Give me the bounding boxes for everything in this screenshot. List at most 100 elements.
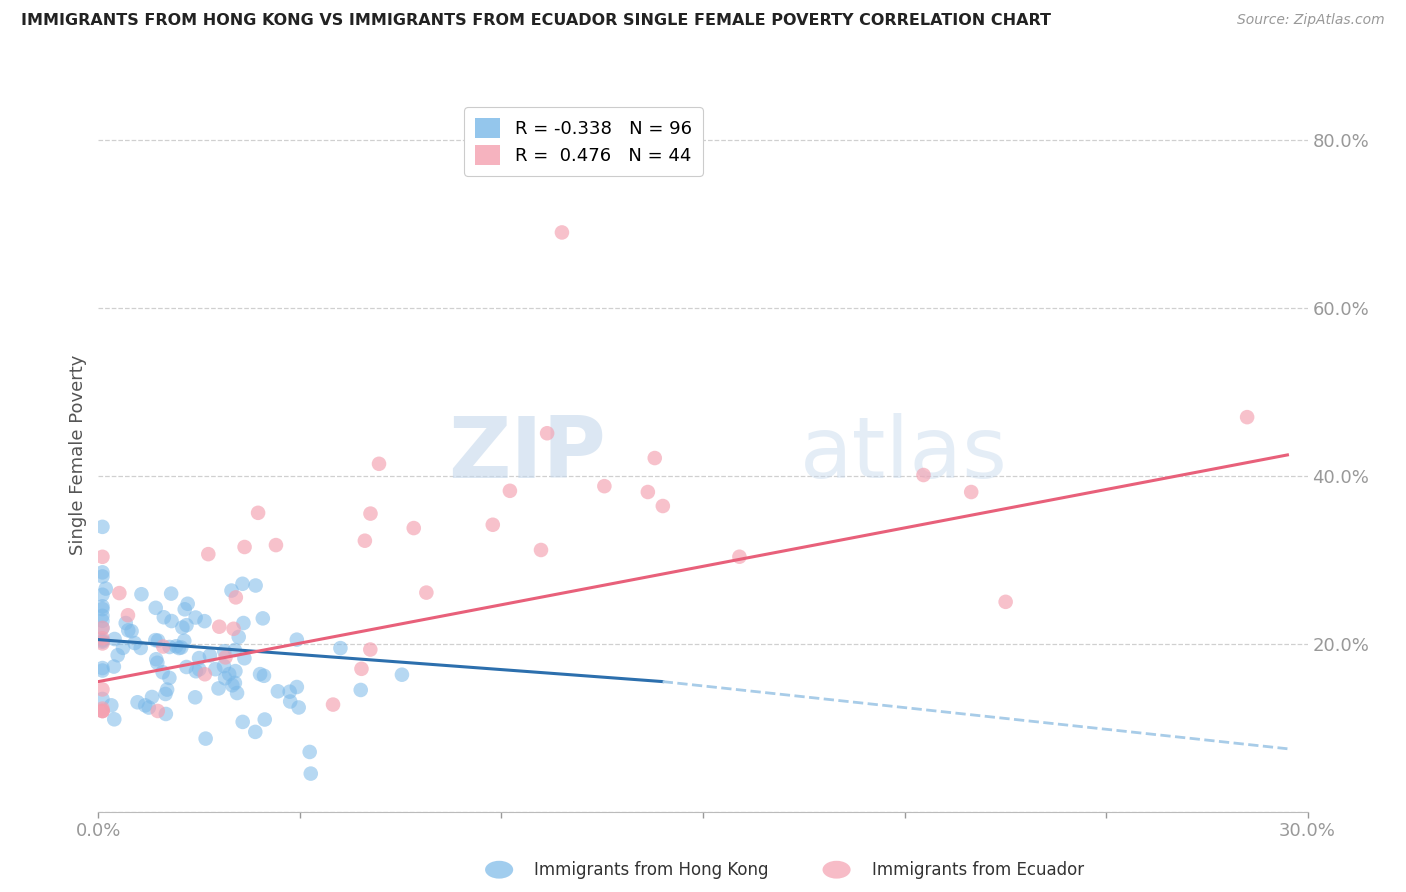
Point <box>103 632 125 646</box>
Point <box>170 640 193 655</box>
Point <box>402 521 425 535</box>
Y-axis label: Single Female Poverty: Single Female Poverty <box>69 355 87 555</box>
Point <box>127 695 149 709</box>
Point <box>960 485 983 500</box>
Point <box>160 614 183 628</box>
Point <box>153 610 176 624</box>
Point <box>165 640 187 654</box>
Point <box>173 602 195 616</box>
Point <box>212 659 235 673</box>
Point <box>232 714 254 729</box>
Point <box>253 713 276 727</box>
Point <box>264 538 287 552</box>
Point <box>172 621 194 635</box>
Point <box>173 633 195 648</box>
Point <box>298 745 321 759</box>
Point <box>91 704 114 718</box>
Point <box>222 622 245 636</box>
Point <box>91 520 114 534</box>
Point <box>221 678 243 692</box>
Point <box>91 682 114 697</box>
Point <box>232 615 254 630</box>
Point <box>287 700 309 714</box>
Point <box>91 621 114 635</box>
Point <box>322 698 344 712</box>
Point <box>368 457 391 471</box>
Point <box>278 694 301 708</box>
Point <box>233 651 256 665</box>
Point <box>117 624 139 638</box>
Point <box>155 687 177 701</box>
Point <box>481 517 503 532</box>
Point <box>228 630 250 644</box>
Point <box>146 633 169 648</box>
Point <box>91 621 114 635</box>
Point <box>184 665 207 679</box>
Text: IMMIGRANTS FROM HONG KONG VS IMMIGRANTS FROM ECUADOR SINGLE FEMALE POVERTY CORRE: IMMIGRANTS FROM HONG KONG VS IMMIGRANTS … <box>21 13 1052 29</box>
Point <box>994 595 1017 609</box>
Point <box>249 667 271 681</box>
Point <box>194 731 217 746</box>
Point <box>91 632 114 646</box>
Point <box>644 450 666 465</box>
Point <box>129 640 152 655</box>
Point <box>146 704 169 718</box>
Point <box>198 648 221 663</box>
Point <box>134 698 156 713</box>
Point <box>91 704 114 718</box>
Point <box>267 684 290 698</box>
Point <box>117 608 139 623</box>
Point <box>184 690 207 705</box>
Point <box>91 599 114 614</box>
Point <box>194 667 217 681</box>
Point <box>233 540 256 554</box>
Point <box>350 662 373 676</box>
Point <box>91 614 114 628</box>
Text: Immigrants from Ecuador: Immigrants from Ecuador <box>872 861 1084 879</box>
Point <box>207 681 229 696</box>
Point <box>224 664 246 678</box>
Point <box>637 485 659 500</box>
Point <box>91 588 114 602</box>
Point <box>350 683 373 698</box>
Point <box>204 662 226 676</box>
Point <box>359 642 381 657</box>
Point <box>224 676 246 690</box>
Point <box>91 633 114 648</box>
Point <box>138 700 160 714</box>
Point <box>214 671 236 685</box>
Point <box>536 426 558 441</box>
Point <box>208 620 231 634</box>
Point <box>245 578 267 592</box>
Point <box>197 547 219 561</box>
Text: Source: ZipAtlas.com: Source: ZipAtlas.com <box>1237 13 1385 28</box>
Point <box>651 499 673 513</box>
Point <box>176 618 198 632</box>
Point <box>530 543 553 558</box>
Point <box>221 583 243 598</box>
Point <box>91 602 114 616</box>
Point <box>103 712 125 726</box>
Point <box>728 549 751 564</box>
Point <box>499 483 522 498</box>
Point <box>159 640 181 654</box>
Point <box>156 682 179 697</box>
Point <box>252 611 274 625</box>
Point <box>415 585 437 599</box>
Point <box>146 656 169 670</box>
Point <box>299 766 322 780</box>
Point <box>91 636 114 650</box>
Point <box>253 669 276 683</box>
Point <box>100 698 122 713</box>
Point <box>193 614 215 628</box>
Point <box>167 641 190 656</box>
Text: atlas: atlas <box>800 413 1008 497</box>
Legend: R = -0.338   N = 96, R =  0.476   N = 44: R = -0.338 N = 96, R = 0.476 N = 44 <box>464 107 703 176</box>
Point <box>912 468 935 483</box>
Point <box>152 640 174 654</box>
Point <box>91 704 114 718</box>
Point <box>152 665 174 680</box>
Point <box>226 686 249 700</box>
Point <box>225 591 247 605</box>
Point <box>188 662 211 676</box>
